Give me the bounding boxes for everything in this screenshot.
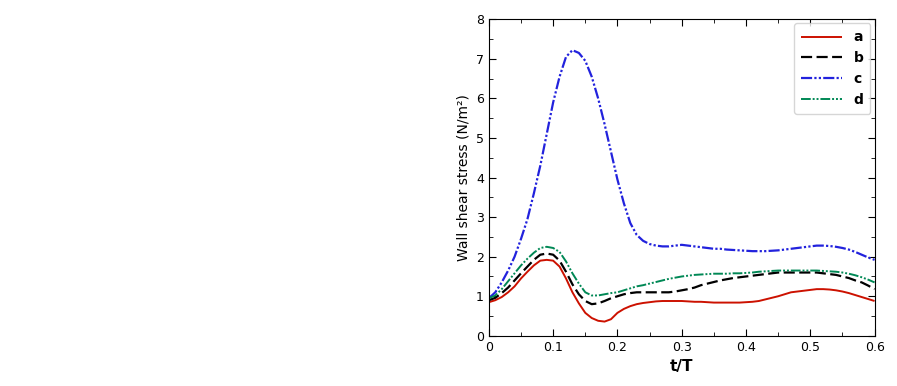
X-axis label: t/T: t/T [670, 359, 693, 374]
Legend: a, b, c, d: a, b, c, d [794, 24, 870, 114]
Y-axis label: Wall shear stress (N/m²): Wall shear stress (N/m²) [457, 94, 470, 261]
